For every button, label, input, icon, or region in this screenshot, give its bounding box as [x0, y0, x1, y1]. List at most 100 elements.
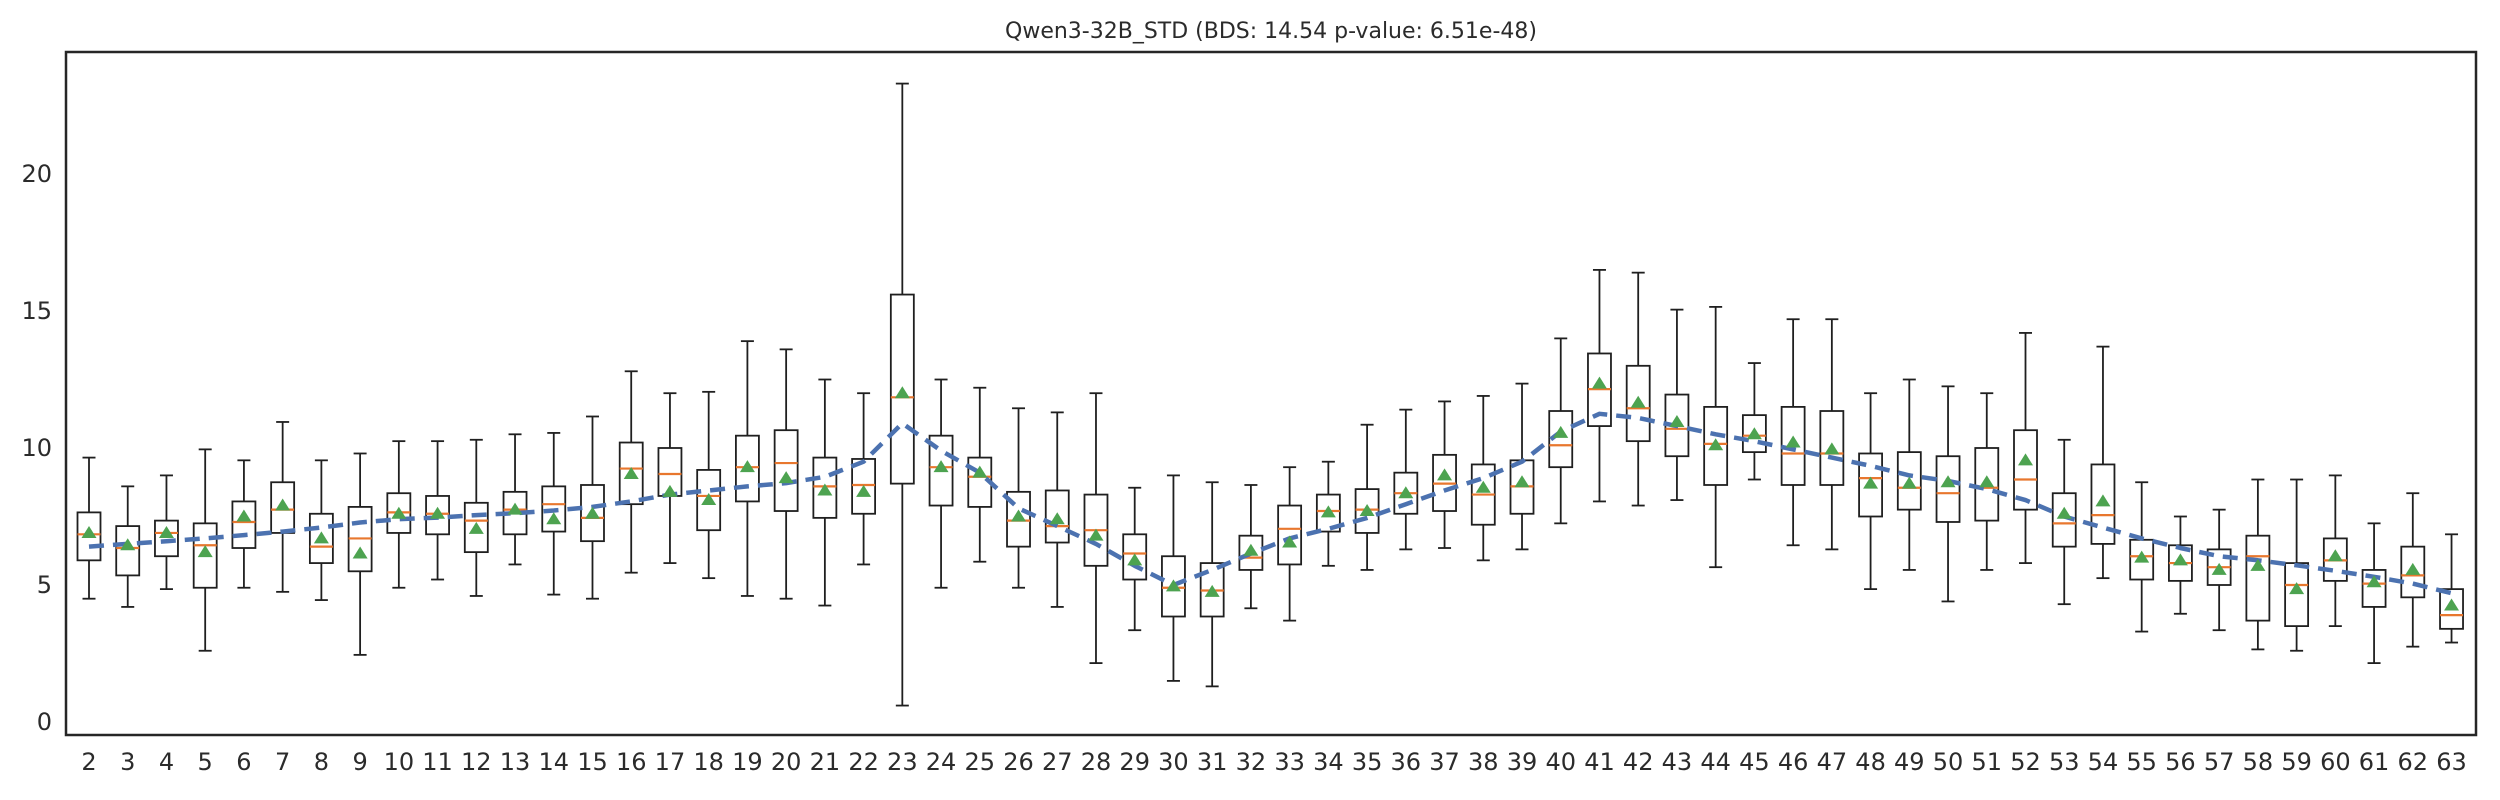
x-tick-label: 19 — [732, 748, 763, 776]
x-tick-label: 61 — [2359, 748, 2390, 776]
mean-marker — [2211, 562, 2227, 575]
box-group — [1199, 481, 1225, 688]
mean-marker — [2250, 558, 2266, 571]
mean-marker — [623, 467, 639, 480]
mean-marker — [1553, 425, 1569, 438]
box-group — [1819, 318, 1845, 551]
mean-marker — [1204, 584, 1220, 597]
box-group — [1587, 268, 1612, 503]
y-tick-label: 20 — [21, 160, 52, 188]
x-tick-label: 24 — [926, 748, 957, 776]
box-group — [2284, 478, 2310, 652]
x-tick-label: 26 — [1003, 748, 1034, 776]
x-tick-label: 9 — [352, 748, 367, 776]
y-tick-label: 0 — [37, 708, 52, 736]
mean-marker — [1901, 476, 1917, 489]
mean-marker — [468, 521, 484, 534]
box-group — [1858, 392, 1883, 591]
mean-marker — [894, 386, 910, 399]
x-tick-label: 7 — [275, 748, 290, 776]
box-group — [1625, 271, 1651, 507]
mean-marker — [856, 484, 872, 497]
mean-marker — [584, 506, 600, 519]
x-tick-label: 57 — [2204, 748, 2235, 776]
y-tick-label: 15 — [21, 297, 52, 325]
x-tick-label: 21 — [810, 748, 841, 776]
box-group — [1393, 408, 1419, 551]
mean-marker — [2095, 494, 2111, 507]
mean-marker — [2289, 582, 2305, 595]
box-group — [2051, 438, 2077, 606]
mean-marker — [1243, 543, 1259, 556]
mean-marker — [1669, 414, 1685, 427]
mean-marker — [1088, 528, 1104, 541]
x-tick-label: 48 — [1855, 748, 1886, 776]
x-tick-label: 8 — [314, 748, 329, 776]
mean-marker — [1282, 535, 1298, 548]
mean-marker — [1398, 486, 1414, 499]
box-group — [1780, 318, 1806, 547]
mean-marker — [1320, 505, 1336, 518]
mean-trend-line — [88, 411, 2453, 596]
x-tick-label: 52 — [2010, 748, 2041, 776]
box-group — [115, 485, 141, 608]
x-tick-label: 43 — [1662, 748, 1693, 776]
mean-marker — [1591, 376, 1607, 389]
box-group — [696, 390, 722, 580]
box-group — [154, 474, 179, 591]
mean-marker — [81, 525, 97, 538]
x-tick-label: 59 — [2281, 748, 2312, 776]
mean-marker — [1165, 579, 1181, 592]
box-group — [928, 378, 954, 589]
box-group — [231, 459, 257, 589]
x-tick-label: 12 — [461, 748, 492, 776]
x-tick-label: 16 — [616, 748, 647, 776]
box-group — [773, 348, 799, 600]
iqr-box — [2245, 534, 2271, 622]
mean-marker — [1514, 475, 1530, 488]
box-group — [1044, 411, 1070, 608]
x-tick-label: 27 — [1042, 748, 1073, 776]
mean-marker — [1708, 438, 1724, 451]
x-tick-label: 38 — [1468, 748, 1499, 776]
x-tick-label: 62 — [2398, 748, 2429, 776]
mean-marker — [197, 545, 213, 558]
iqr-box — [1548, 410, 1574, 469]
iqr-box — [2051, 492, 2077, 548]
x-tick-label: 42 — [1623, 748, 1654, 776]
iqr-box — [1277, 504, 1303, 566]
x-tick-label: 29 — [1119, 748, 1150, 776]
box-group — [851, 392, 876, 566]
mean-marker — [2327, 549, 2343, 562]
x-tick-label: 25 — [965, 748, 996, 776]
box-group — [1935, 385, 1961, 603]
mean-marker — [158, 525, 174, 538]
y-tick-label: 10 — [21, 434, 52, 462]
box-group — [2245, 478, 2271, 651]
box-group — [1741, 362, 1767, 481]
x-tick-label: 20 — [771, 748, 802, 776]
mean-marker — [972, 465, 988, 478]
x-tick-label: 44 — [1700, 748, 1731, 776]
x-tick-label: 6 — [236, 748, 251, 776]
x-tick-label: 33 — [1274, 748, 1305, 776]
x-tick-label: 51 — [1971, 748, 2002, 776]
mean-marker — [120, 538, 136, 551]
mean-marker — [1475, 480, 1491, 493]
mean-marker — [2134, 550, 2150, 563]
mean-marker — [352, 546, 368, 559]
x-tick-label: 55 — [2126, 748, 2157, 776]
x-tick-label: 28 — [1081, 748, 1112, 776]
box-group — [1277, 466, 1303, 622]
mean-marker — [1824, 442, 1840, 455]
box-group — [2361, 522, 2387, 664]
plot-frame — [64, 50, 2478, 737]
x-tick-label: 18 — [693, 748, 724, 776]
iqr-box — [115, 525, 141, 577]
x-tick-label: 14 — [538, 748, 569, 776]
mean-marker — [701, 493, 717, 506]
box-group — [1470, 395, 1496, 562]
x-tick-label: 60 — [2320, 748, 2351, 776]
mean-marker — [2405, 562, 2421, 575]
